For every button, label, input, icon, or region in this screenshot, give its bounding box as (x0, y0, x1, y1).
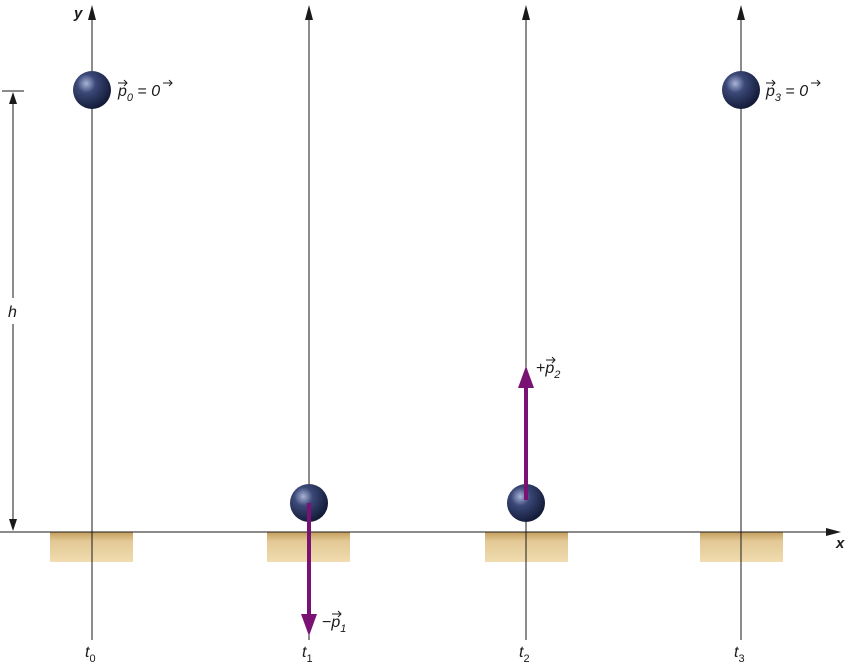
svg-text:p3 = 0: p3 = 0 (765, 83, 808, 104)
svg-text:+p2: +p2 (536, 360, 560, 381)
momentum-label-0: p0 = 0 (117, 79, 173, 104)
x-axis-label: x (835, 535, 845, 552)
momentum-arrowhead-up (518, 366, 534, 388)
height-label: h (8, 304, 17, 321)
ball (722, 71, 760, 109)
momentum-label-2: +p2 (536, 356, 560, 381)
y-axis-label: y (73, 5, 83, 22)
ball (507, 484, 545, 522)
momentum-label-1: −p1 (322, 610, 346, 635)
momentum-arrowhead-down (301, 614, 317, 636)
time-line-3-arrowhead (737, 5, 745, 20)
svg-text:p0 = 0: p0 = 0 (117, 83, 160, 104)
height-arrow-up (9, 92, 17, 104)
time-label-0: t0 (85, 644, 96, 665)
svg-text:−p1: −p1 (322, 614, 346, 635)
ball (73, 71, 111, 109)
height-arrow-down (9, 519, 17, 531)
time-label-1: t1 (302, 644, 313, 665)
x-axis-arrowhead (826, 528, 841, 536)
time-line-2-arrowhead (522, 5, 530, 20)
time-label-3: t3 (734, 644, 745, 665)
time-line-1-arrowhead (305, 5, 313, 20)
time-label-2: t2 (519, 644, 530, 665)
y-axis-arrowhead (88, 5, 96, 20)
momentum-label-3: p3 = 0 (765, 79, 821, 104)
